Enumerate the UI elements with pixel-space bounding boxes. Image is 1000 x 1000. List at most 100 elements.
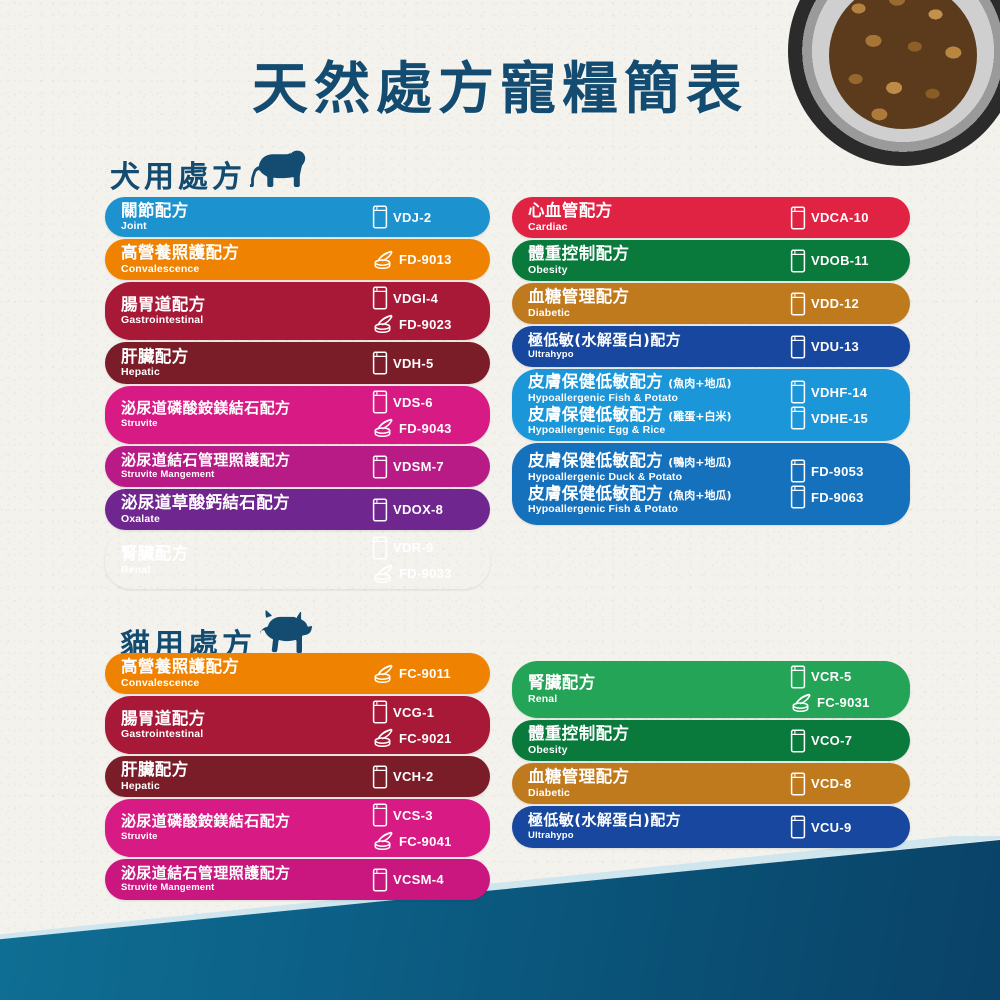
formula-row[interactable]: 心血管配方 Cardiac VDCA-10 (512, 197, 910, 238)
product-code-item[interactable]: VCU-9 (790, 815, 900, 839)
dry-food-bag-icon (372, 536, 388, 559)
formula-row[interactable]: 高營養照護配方 Convalescence FC-9011 (105, 653, 490, 694)
formula-row[interactable]: 關節配方 Joint VDJ-2 (105, 197, 490, 237)
dry-food-bag-icon (372, 351, 388, 375)
formula-row[interactable]: 腎臟配方 Renal VCR-5 FC-9031 (512, 661, 910, 718)
formula-names: 體重控制配方 Obesity (528, 724, 790, 757)
formula-name-group: 極低敏(水解蛋白)配方 Ultrahypo (528, 331, 790, 362)
product-code-item[interactable]: VDD-12 (790, 292, 900, 316)
product-code-item[interactable]: VCSM-4 (372, 868, 480, 892)
formula-name-en: Renal (121, 563, 151, 576)
formula-name-group: 體重控制配方 Obesity (528, 244, 790, 277)
product-code-label: VDS-6 (393, 394, 433, 410)
formula-row[interactable]: 皮膚保健低敏配方 (鴨肉+地瓜) Hypoallergenic Duck & Pot… (512, 443, 910, 525)
product-code-list: FD-9013 (372, 248, 480, 272)
formula-row[interactable]: 泌尿道結石管理照護配方 Struvite Mangement VCSM-4 (105, 859, 490, 900)
product-code-item[interactable]: FD-9023 (372, 312, 480, 336)
formula-row[interactable]: 肝臟配方 Hepatic VCH-2 (105, 756, 490, 797)
product-code-list: FC-9011 (372, 662, 480, 686)
formula-row[interactable]: 泌尿道草酸鈣結石配方 Oxalate VDOX-8 (105, 489, 490, 530)
formula-row[interactable]: 高營養照護配方 Convalescence FD-9013 (105, 239, 490, 280)
product-code-item[interactable]: FC-9021 (372, 726, 480, 750)
formula-name-zh: 心血管配方 (528, 201, 613, 221)
wet-food-can-icon (372, 831, 394, 851)
product-code-item[interactable]: FD-9043 (372, 416, 480, 440)
product-code-item[interactable]: VDJ-2 (372, 205, 480, 229)
formula-name-zh: 泌尿道磷酸銨鎂結石配方 (121, 399, 291, 418)
formula-name-line: 高營養照護配方 (121, 657, 372, 676)
formula-name-group: 泌尿道草酸鈣結石配方 Oxalate (121, 493, 372, 526)
formula-name-line: 皮膚保健低敏配方 (雞蛋+白米) (528, 405, 790, 424)
product-code-item[interactable]: VDGI-4 (372, 286, 480, 310)
formula-name-en: Convalescence (121, 262, 200, 275)
formula-name-group: 高營養照護配方 Convalescence (121, 243, 372, 276)
product-code-item[interactable]: VDSM-7 (372, 455, 480, 479)
formula-name-group: 心血管配方 Cardiac (528, 201, 790, 234)
dry-food-bag-icon (790, 380, 806, 404)
dry-food-bag-icon (372, 803, 388, 827)
formula-names: 泌尿道磷酸銨鎂結石配方 Struvite (121, 813, 372, 843)
product-code-item[interactable]: VDR-9 (372, 536, 480, 560)
formula-name-group: 皮膚保健低敏配方 (雞蛋+白米) Hypoallergenic Egg & Rice (528, 405, 790, 438)
dry-food-bag-icon (372, 455, 388, 478)
formula-row[interactable]: 肝臟配方 Hepatic VDH-5 (105, 342, 490, 384)
product-code-item[interactable]: FD-9053 (790, 459, 900, 483)
formula-row[interactable]: 泌尿道結石管理照護配方 Struvite Mangement VDSM-7 (105, 446, 490, 487)
formula-row[interactable]: 泌尿道磷酸銨鎂結石配方 Struvite VCS-3 FC-9041 (105, 799, 490, 857)
formula-names: 血糖管理配方 Diabetic (528, 287, 790, 320)
product-code-item[interactable]: VDHE-15 (790, 406, 900, 430)
formula-row[interactable]: 體重控制配方 Obesity VDOB-11 (512, 240, 910, 281)
product-code-item[interactable]: VCG-1 (372, 700, 480, 724)
product-code-label: FD-9023 (399, 316, 452, 332)
product-code-item[interactable]: VDU-13 (790, 335, 900, 359)
formula-row[interactable]: 泌尿道磷酸銨鎂結石配方 Struvite VDS-6 FD-9043 (105, 386, 490, 444)
product-code-item[interactable]: VDH-5 (372, 351, 480, 375)
dry-food-bag-icon (790, 459, 806, 483)
product-code-item[interactable]: VDOB-11 (790, 249, 900, 273)
formula-name-zh: 高營養照護配方 (121, 657, 240, 677)
formula-row[interactable]: 腸胃道配方 Gastrointestinal VCG-1 FC-9021 (105, 696, 490, 754)
product-code-item[interactable]: FC-9031 (790, 691, 900, 715)
formula-row[interactable]: 皮膚保健低敏配方 (魚肉+地瓜) Hypoallergenic Fish & Pot… (512, 369, 910, 441)
formula-row[interactable]: 腸胃道配方 Gastrointestinal VDGI-4 FD-9023 (105, 282, 490, 340)
product-code-item[interactable]: VDCA-10 (790, 206, 900, 230)
product-code-item[interactable]: VCR-5 (790, 665, 900, 689)
product-code-item[interactable]: VDOX-8 (372, 498, 480, 522)
product-code-item[interactable]: FC-9041 (372, 829, 480, 853)
dry-food-bag-icon (372, 765, 388, 788)
formula-name-zh: 腎臟配方 (528, 673, 596, 693)
product-code-label: FC-9011 (399, 666, 451, 681)
dry-food-bag-icon (790, 380, 806, 404)
dry-food-bag-icon (372, 455, 388, 479)
product-code-item[interactable]: FD-9063 (790, 485, 900, 509)
dry-food-bag-icon (790, 292, 806, 316)
product-code-label: FC-9041 (399, 833, 452, 849)
product-code-item[interactable]: FD-9033 (372, 562, 480, 586)
formula-row[interactable]: 極低敏(水解蛋白)配方 Ultrahypo VCU-9 (512, 806, 910, 848)
product-code-item[interactable]: VCD-8 (790, 772, 900, 796)
formula-row[interactable]: 極低敏(水解蛋白)配方 Ultrahypo VDU-13 (512, 326, 910, 367)
formula-row[interactable]: 腎臟配方 Renal VDR-9 FD-9033 (105, 532, 490, 589)
product-code-label: FD-9013 (399, 252, 452, 267)
formula-row[interactable]: 體重控制配方 Obesity VCO-7 (512, 720, 910, 761)
formula-row[interactable]: 血糖管理配方 Diabetic VDD-12 (512, 283, 910, 324)
wet-food-can-icon (372, 314, 394, 334)
formula-name-en: Joint (121, 220, 147, 233)
product-code-list: VDR-9 FD-9033 (372, 536, 480, 586)
product-code-label: VCSM-4 (393, 872, 444, 887)
formula-name-en: Diabetic (528, 306, 571, 319)
product-code-item[interactable]: VDHF-14 (790, 380, 900, 404)
dry-food-bag-icon (790, 772, 806, 796)
product-code-item[interactable]: VCH-2 (372, 765, 480, 789)
product-code-item[interactable]: VCO-7 (790, 729, 900, 753)
product-code-item[interactable]: VDS-6 (372, 390, 480, 414)
product-code-item[interactable]: FC-9011 (372, 662, 480, 686)
product-code-item[interactable]: FD-9013 (372, 248, 480, 272)
formula-name-group: 腸胃道配方 Gastrointestinal (121, 709, 372, 742)
product-code-list: VCH-2 (372, 765, 480, 789)
product-code-item[interactable]: VCS-3 (372, 803, 480, 827)
formula-name-zh: 高營養照護配方 (121, 243, 240, 263)
formula-name-group: 高營養照護配方 Convalescence (121, 657, 372, 690)
formula-row[interactable]: 血糖管理配方 Diabetic VCD-8 (512, 763, 910, 804)
formula-names: 血糖管理配方 Diabetic (528, 767, 790, 800)
